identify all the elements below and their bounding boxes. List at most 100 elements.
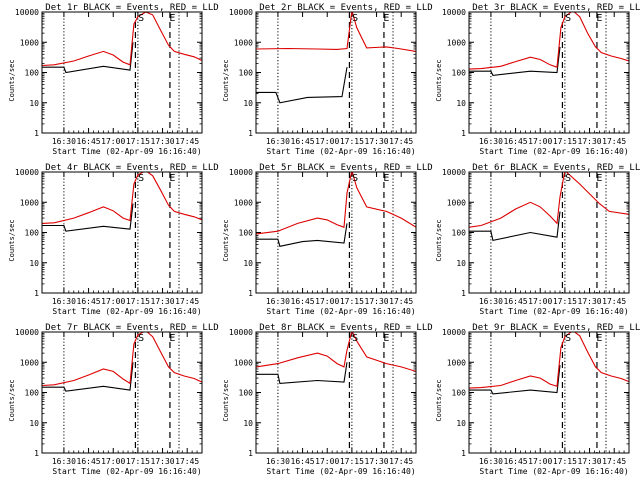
chart-panel-2: Det 2r BLACK = Events, RED = LLD 1 10 100 10… [222,3,433,156]
y-axis-label: Counts/sec [435,219,443,261]
y-tick-label: 100 [452,229,467,238]
y-tick-label: 10000 [15,328,39,337]
y-tick-label: 100 [239,229,254,238]
x-tick-label: 16:30 [266,457,290,466]
interval-marker-e: E [383,173,389,184]
y-axis-label: Counts/sec [222,379,230,421]
chart-title: Det 6r BLACK = Events, RED = LLD [472,163,640,173]
x-tick-label: 17:15 [126,137,150,146]
x-tick-label: 17:15 [553,457,577,466]
y-tick-label: 100 [25,389,40,398]
y-tick-label: 10000 [229,328,253,337]
y-tick-label: 100 [239,69,254,78]
x-tick-label: 16:45 [504,457,528,466]
y-tick-label: 10 [456,99,466,108]
plot-frame [41,171,203,294]
x-tick-label: 17:45 [175,297,199,306]
plot-frame [255,171,417,294]
y-tick-label: 10000 [229,168,253,177]
y-tick-label: 100 [25,69,40,78]
series-line-black [42,362,134,392]
x-tick-label: 17:00 [528,297,552,306]
x-tick-label: 16:45 [291,137,315,146]
x-axis-label: Start Time (02-Apr-09 16:16:40) [52,467,201,476]
y-tick-label: 1000 [234,198,253,207]
x-tick-label: 17:15 [340,137,364,146]
y-tick-label: 10000 [442,168,466,177]
chart-title: Det 2r BLACK = Events, RED = LLD [259,3,432,13]
y-tick-label: 1 [34,289,39,298]
x-tick-label: 17:45 [389,137,413,146]
chart-panel-8: Det 8r BLACK = Events, RED = LLD 1 10 100 10… [222,323,433,476]
x-tick-label: 17:00 [101,137,125,146]
interval-marker-e: E [383,13,389,24]
y-axis-label: Counts/sec [222,59,230,101]
x-tick-label: 16:30 [479,297,503,306]
interval-marker-s: S [352,333,358,344]
x-tick-label: 17:30 [365,297,389,306]
x-axis-label: Start Time (02-Apr-09 16:16:40) [479,147,628,156]
interval-marker-s: S [352,173,358,184]
x-tick-label: 17:15 [553,137,577,146]
y-tick-label: 1000 [234,38,253,47]
chart-title: Det 1r BLACK = Events, RED = LLD [45,3,218,13]
y-tick-label: 1 [248,289,253,298]
series-line-black [256,67,348,104]
x-tick-label: 16:30 [52,297,76,306]
x-tick-label: 17:45 [602,457,626,466]
x-axis-label: Start Time (02-Apr-09 16:16:40) [52,307,201,316]
x-tick-label: 16:45 [291,297,315,306]
chart-title: Det 4r BLACK = Events, RED = LLD [45,163,218,173]
chart-title: Det 3r BLACK = Events, RED = LLD [472,3,640,13]
x-tick-label: 16:30 [479,457,503,466]
y-axis-label: Counts/sec [435,379,443,421]
x-axis-label: Start Time (02-Apr-09 16:16:40) [52,147,201,156]
y-tick-label: 10 [29,419,39,428]
x-tick-label: 16:45 [77,137,101,146]
interval-marker-s: S [352,13,358,24]
series-line-red [256,172,416,235]
series-line-red [42,12,202,67]
x-tick-label: 17:30 [151,137,175,146]
x-tick-label: 17:15 [340,457,364,466]
x-tick-label: 17:45 [602,137,626,146]
y-tick-label: 100 [452,389,467,398]
x-tick-label: 17:15 [126,297,150,306]
plot-frame [255,331,417,454]
chart-panel-9: Det 9r BLACK = Events, RED = LLD 1 10 100 10… [435,323,640,476]
interval-marker-e: E [169,13,175,24]
x-tick-label: 16:30 [479,137,503,146]
x-axis-label: Start Time (02-Apr-09 16:16:40) [266,467,415,476]
y-tick-label: 1 [248,449,253,458]
x-tick-label: 17:00 [528,457,552,466]
y-tick-label: 10000 [229,8,253,17]
y-tick-label: 100 [452,69,467,78]
x-tick-label: 17:00 [101,457,125,466]
y-tick-label: 10000 [15,8,39,17]
x-tick-label: 17:45 [602,297,626,306]
x-tick-label: 17:45 [175,137,199,146]
plot-frame [468,11,630,134]
chart-panel-1: Det 1r BLACK = Events, RED = LLD 1 10 100 10… [8,3,219,156]
y-tick-label: 10000 [442,8,466,17]
x-tick-label: 16:45 [77,297,101,306]
interval-marker-s: S [138,13,144,24]
x-axis-label: Start Time (02-Apr-09 16:16:40) [479,467,628,476]
series-line-red [42,332,202,387]
chart-panel-7: Det 7r BLACK = Events, RED = LLD 1 10 100 10… [8,323,219,476]
series-line-red [256,12,416,52]
y-tick-label: 1 [461,449,466,458]
x-tick-label: 16:45 [504,297,528,306]
x-tick-label: 17:15 [553,297,577,306]
series-line-red [256,332,416,372]
plot-frame [468,171,630,294]
y-tick-label: 1000 [447,38,466,47]
x-tick-label: 17:30 [578,137,602,146]
series-line-black [256,223,348,247]
x-axis-label: Start Time (02-Apr-09 16:16:40) [266,307,415,316]
y-tick-label: 10 [456,419,466,428]
x-tick-label: 16:45 [77,457,101,466]
x-tick-label: 17:30 [365,137,389,146]
interval-marker-e: E [383,333,389,344]
